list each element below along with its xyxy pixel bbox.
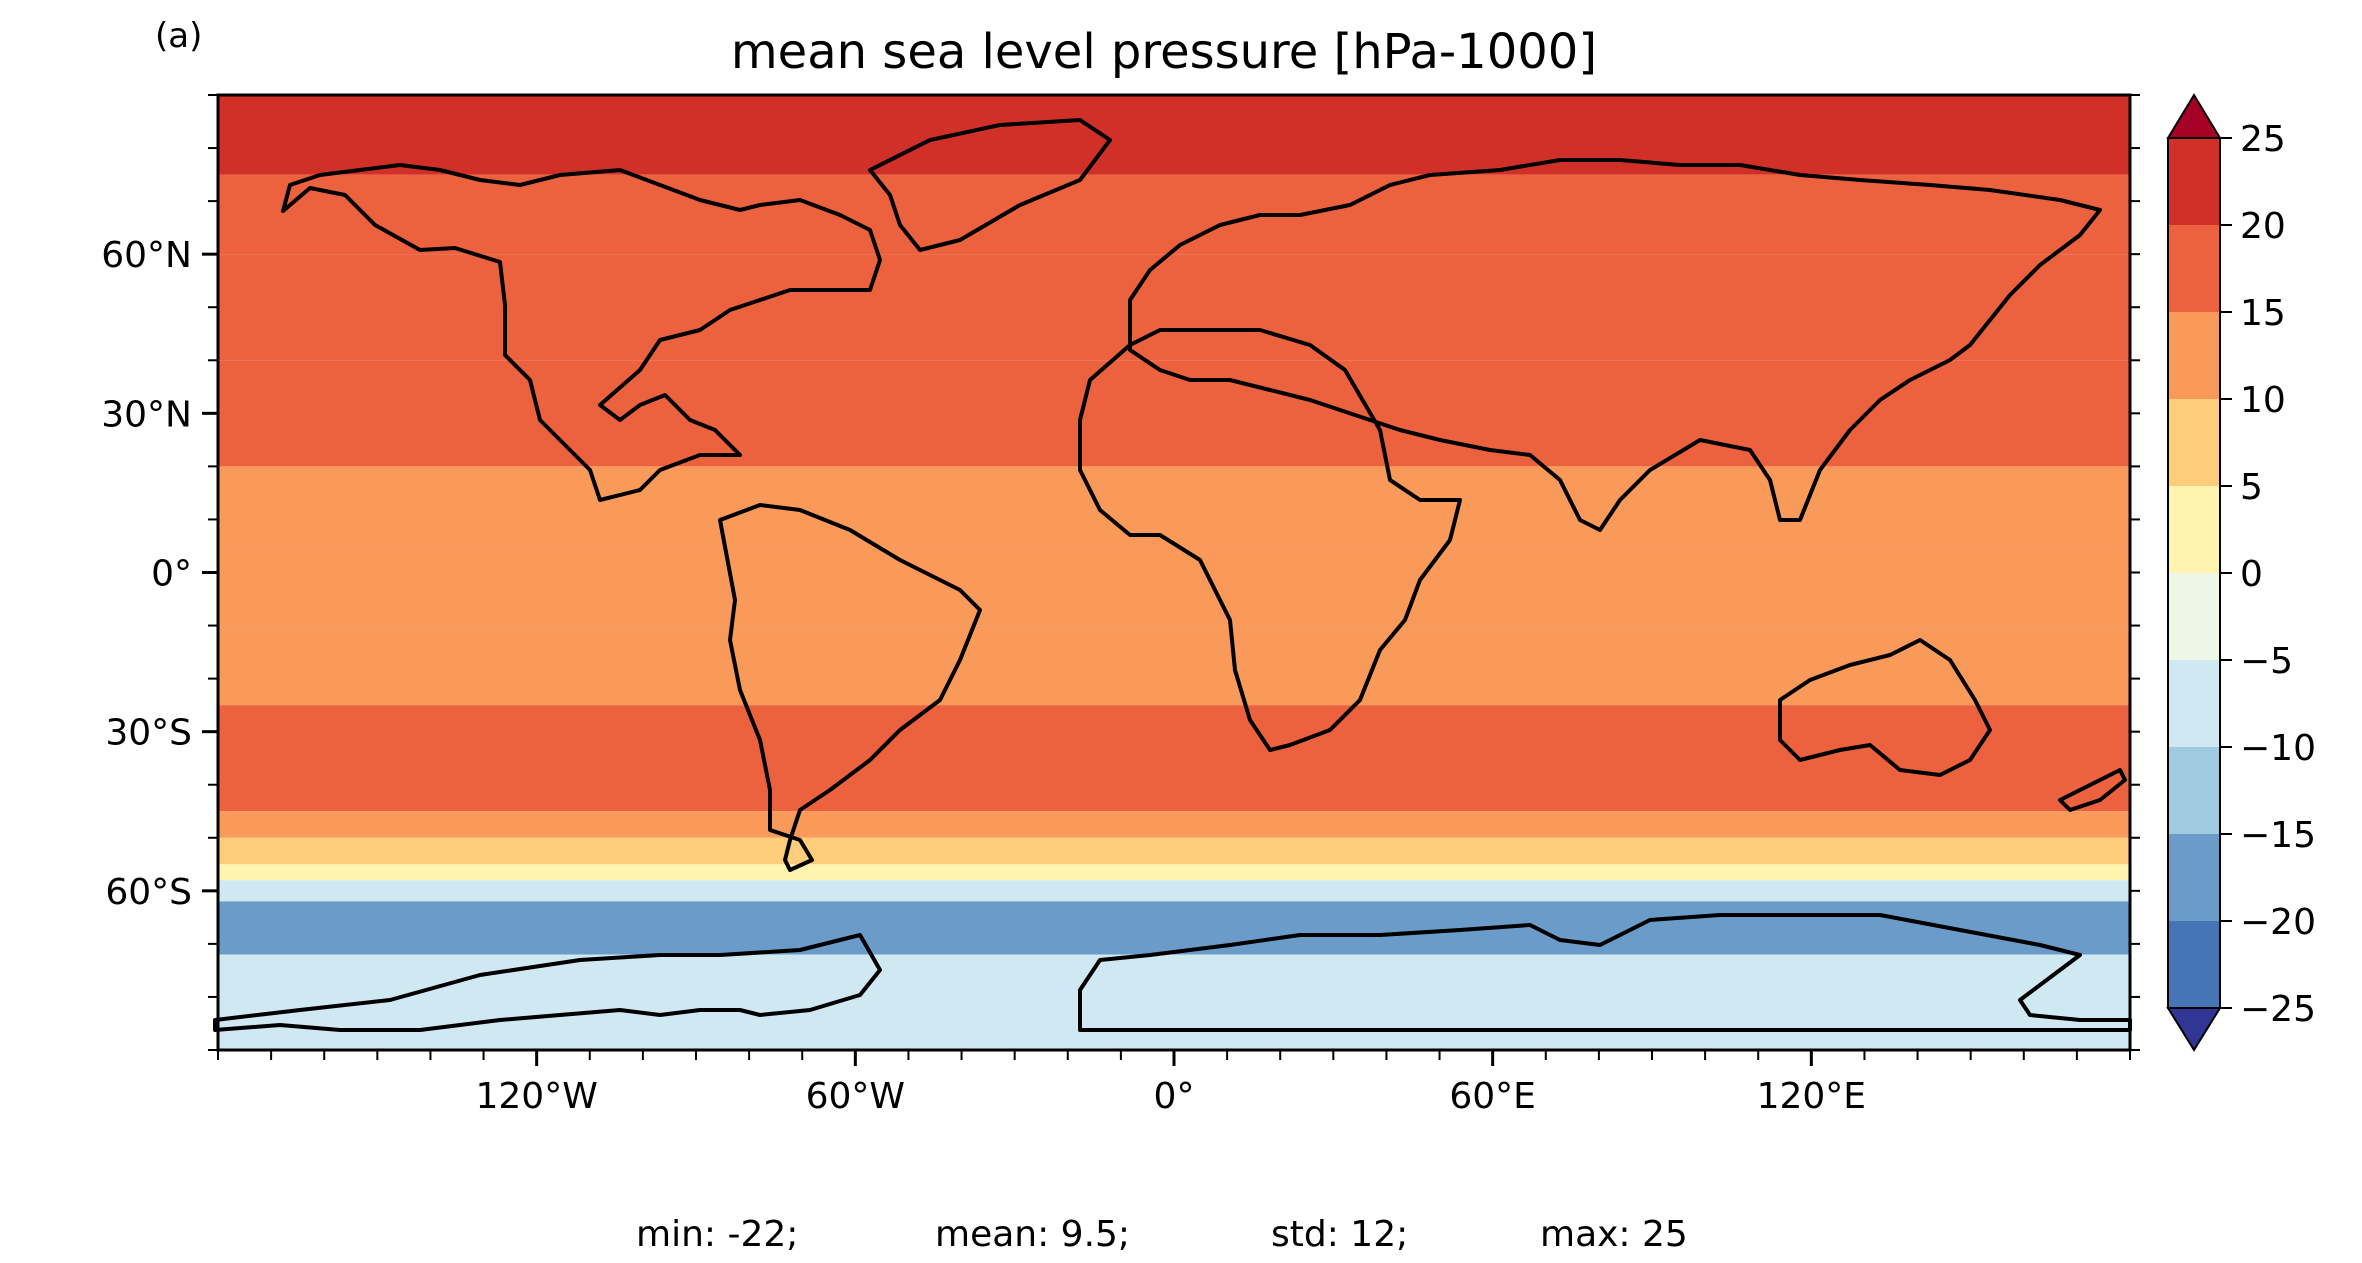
lon-tick-label: 120°W bbox=[476, 1076, 598, 1117]
colorbar-segment bbox=[2168, 921, 2220, 1008]
coastline-africa-eurasia bbox=[1078, 158, 2102, 752]
field-band-9 bbox=[218, 837, 2130, 865]
field-band-10 bbox=[218, 864, 2130, 881]
coastline-australia bbox=[1778, 638, 1992, 777]
stat-std: std: 12; bbox=[1271, 1214, 1408, 1255]
colorbar-tick-label: 10 bbox=[2240, 380, 2286, 421]
coastline-antarctica bbox=[213, 913, 2132, 1032]
colorbar-tick-label: −5 bbox=[2240, 641, 2293, 682]
colorbar-segment bbox=[2168, 660, 2220, 747]
pressure-field bbox=[218, 95, 2130, 1050]
lon-tick-label: 60°W bbox=[806, 1076, 905, 1117]
field-band-11 bbox=[218, 880, 2130, 902]
colorbar-segment bbox=[2168, 834, 2220, 921]
colorbar-segment bbox=[2168, 312, 2220, 399]
lat-tick-label: 60°N bbox=[101, 235, 192, 276]
lon-tick-label: 60°E bbox=[1449, 1076, 1536, 1117]
field-band-2 bbox=[218, 254, 2130, 361]
field-band-5 bbox=[218, 545, 2130, 626]
field-band-0 bbox=[218, 95, 2130, 175]
figure-title: mean sea level pressure [hPa-1000] bbox=[731, 24, 1597, 80]
field-band-7 bbox=[218, 705, 2130, 812]
coastline-north-america bbox=[281, 163, 882, 502]
coastline-greenland bbox=[868, 118, 1112, 252]
field-band-8 bbox=[218, 811, 2130, 838]
colorbar-segment bbox=[2168, 399, 2220, 486]
stat-max: max: 25 bbox=[1540, 1214, 1688, 1255]
lat-tick-label: 30°N bbox=[101, 394, 192, 435]
field-band-6 bbox=[218, 625, 2130, 706]
coastline-new-zealand bbox=[2058, 768, 2127, 812]
colorbar-segment bbox=[2168, 486, 2220, 573]
field-band-13 bbox=[218, 954, 2130, 1050]
stat-min: min: -22; bbox=[636, 1214, 798, 1255]
colorbar-segment bbox=[2168, 573, 2220, 660]
colorbar-segment bbox=[2168, 138, 2220, 225]
field-band-4 bbox=[218, 466, 2130, 546]
longitude-ticks: 120°W 60°W 0° 60°E 120°E bbox=[217, 1050, 2131, 1117]
colorbar-extend-low bbox=[2166, 1007, 2222, 1052]
colorbar-tick-label: −15 bbox=[2240, 815, 2316, 856]
colorbar-extend-high bbox=[2166, 93, 2222, 139]
colorbar-tick-label: 20 bbox=[2240, 206, 2286, 247]
lat-tick-label: 0° bbox=[151, 554, 192, 595]
colorbar-tick-label: −20 bbox=[2240, 902, 2316, 943]
panel-label: (a) bbox=[155, 16, 202, 56]
colorbar-tick-label: 5 bbox=[2240, 467, 2263, 508]
field-band-1 bbox=[218, 174, 2130, 255]
lon-tick-label: 0° bbox=[1154, 1076, 1195, 1117]
colorbar-segment bbox=[2168, 225, 2220, 312]
lat-tick-label: 30°S bbox=[105, 713, 192, 754]
field-band-12 bbox=[218, 901, 2130, 955]
latitude-ticks: 60°N 30°N 0° 30°S 60°S bbox=[101, 94, 2140, 1051]
lat-tick-label: 60°S bbox=[105, 872, 192, 913]
colorbar-tick-label: 25 bbox=[2240, 119, 2286, 160]
lon-tick-label: 120°E bbox=[1757, 1076, 1866, 1117]
stat-mean: mean: 9.5; bbox=[935, 1214, 1130, 1255]
colorbar-tick-label: −10 bbox=[2240, 728, 2316, 769]
colorbar-tick-label: −25 bbox=[2240, 989, 2316, 1030]
coastlines bbox=[213, 118, 2132, 1032]
colorbar-tick-label: 15 bbox=[2240, 293, 2286, 334]
colorbar-segment bbox=[2168, 747, 2220, 834]
coastline-south-america bbox=[718, 503, 982, 872]
colorbar: −25 −20 −15 −10 −5 0 5 10 15 20 25 bbox=[2166, 93, 2316, 1052]
colorbar-tick-label: 0 bbox=[2240, 554, 2263, 595]
